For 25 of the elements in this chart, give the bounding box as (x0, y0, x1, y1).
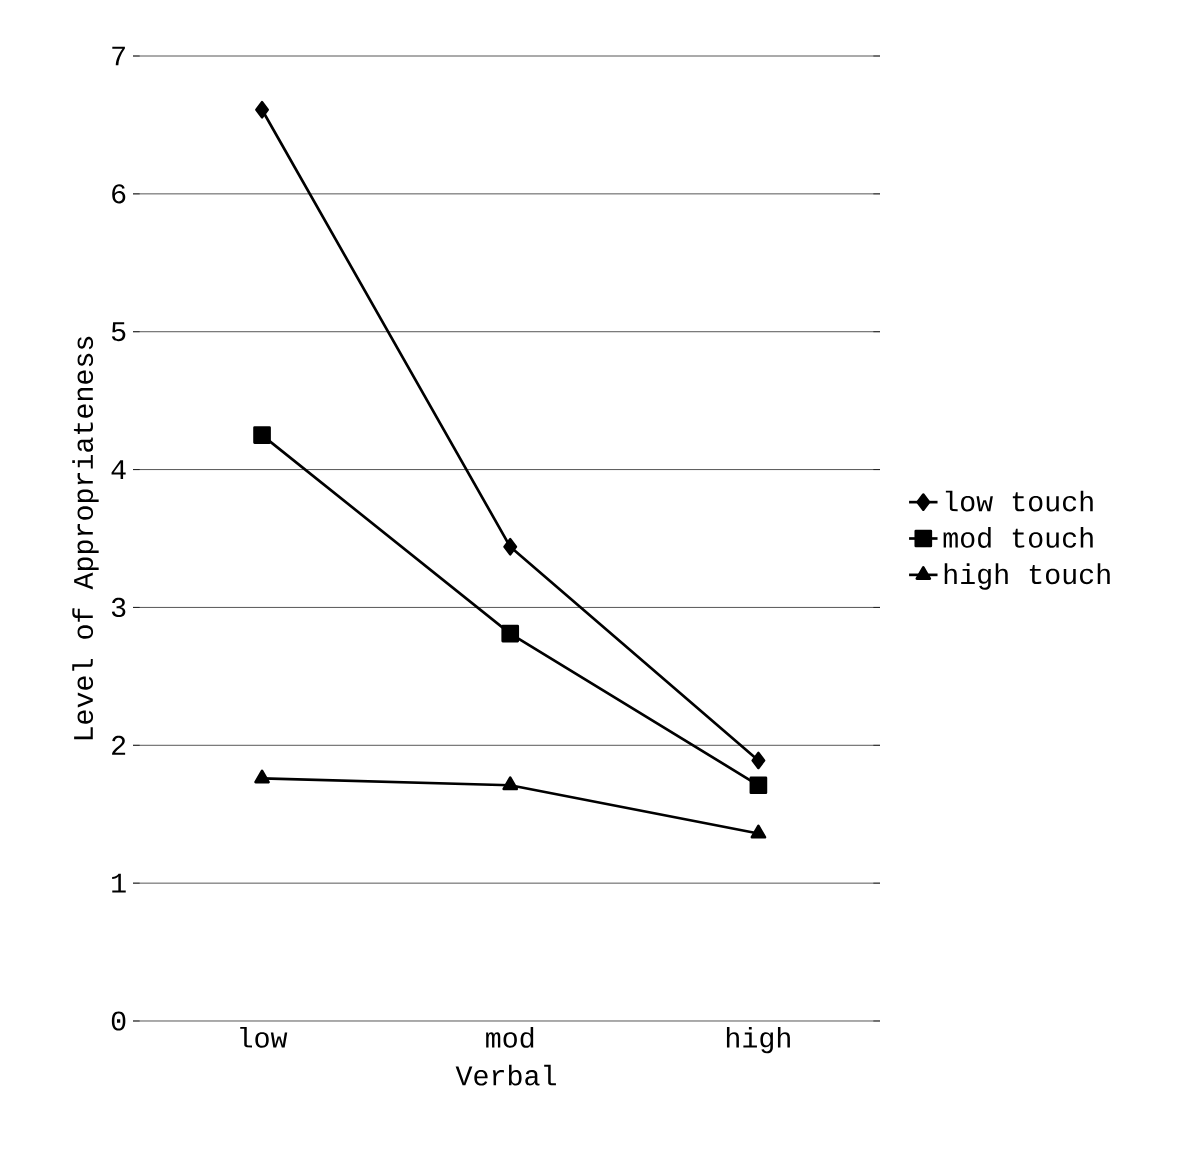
point (503, 537, 518, 556)
x-tick-label: high (726, 1026, 790, 1054)
x-axis-title: Verbal (455, 1064, 556, 1086)
y-tick-label: 5 (111, 322, 126, 342)
y-tick-label: 4 (111, 460, 126, 479)
legend-label: high touch (944, 563, 1110, 590)
point (502, 776, 519, 791)
legend-label: mod touch (943, 527, 1093, 548)
point (751, 751, 766, 770)
y-tick-label: 2 (112, 735, 126, 755)
y-axis-title: Level of Appropriateness (72, 336, 99, 740)
point (253, 426, 271, 444)
y-tick-label: 0 (111, 1011, 126, 1031)
y-tick-label: 6 (112, 184, 126, 204)
point (255, 100, 270, 119)
legend-label: low touch (945, 490, 1093, 512)
x-tick-label: mod (486, 1026, 534, 1048)
point (254, 769, 270, 784)
point (750, 824, 767, 839)
point (749, 776, 768, 795)
y-tick-label: 1 (112, 873, 126, 893)
x-tick-label: low (240, 1026, 288, 1048)
y-tick-label: 3 (111, 597, 126, 618)
point (501, 624, 520, 643)
y-tick-label: 7 (112, 46, 125, 66)
